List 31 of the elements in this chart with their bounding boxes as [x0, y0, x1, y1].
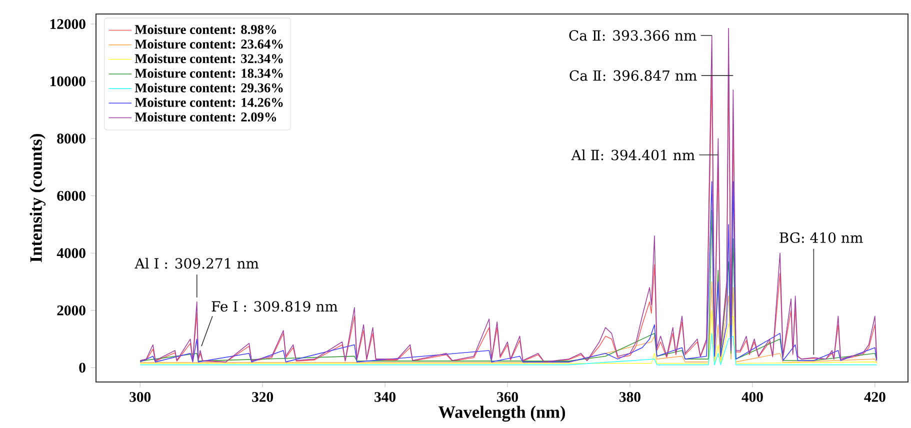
- y-tick-label: 0: [79, 362, 86, 373]
- x-tick-label: 420: [864, 392, 886, 402]
- y-tick-label: 12000: [50, 19, 86, 29]
- legend-label: Moisture content: 23.64%: [134, 39, 283, 49]
- x-tick-label: 360: [497, 392, 518, 402]
- legend-label: Moisture content: 8.98%: [134, 24, 276, 34]
- legend-label: Moisture content: 18.34%: [134, 68, 283, 78]
- legend-label: Moisture content: 2.09%: [134, 112, 276, 122]
- legend-label: Moisture content: 29.36%: [134, 82, 283, 92]
- annotation: Fe Ⅰ : 309.819 nm: [212, 301, 338, 312]
- x-tick-label: 400: [742, 392, 763, 402]
- y-tick-label: 4000: [56, 248, 86, 258]
- annotation: BG: 410 nm: [780, 232, 863, 243]
- y-tick-label: 6000: [57, 190, 86, 201]
- x-tick-label: 380: [620, 392, 640, 402]
- x-tick-label: 320: [252, 392, 274, 402]
- annotation: Al Ⅱ: 394.401 nm: [571, 149, 695, 160]
- legend-label: Moisture content: 14.26%: [134, 98, 283, 107]
- y-tick-label: 8000: [57, 134, 86, 144]
- annotation: Al Ⅰ : 309.271 nm: [134, 258, 259, 269]
- y-axis-title: Intensity (counts): [30, 134, 46, 262]
- annotation: Ca Ⅱ: 396.847 nm: [570, 70, 697, 81]
- y-tick-label: 10000: [50, 76, 86, 86]
- legend-label: Moisture content: 32.34%: [134, 54, 283, 64]
- annotation: Ca Ⅱ: 393.366 nm: [569, 30, 696, 41]
- x-axis-title: Wavelength (nm): [438, 406, 566, 422]
- line-series: [140, 332, 878, 366]
- x-tick-label: 300: [130, 392, 151, 402]
- x-tick-label: 340: [374, 392, 396, 402]
- line-series: [140, 281, 878, 363]
- y-tick-label: 2000: [57, 305, 86, 316]
